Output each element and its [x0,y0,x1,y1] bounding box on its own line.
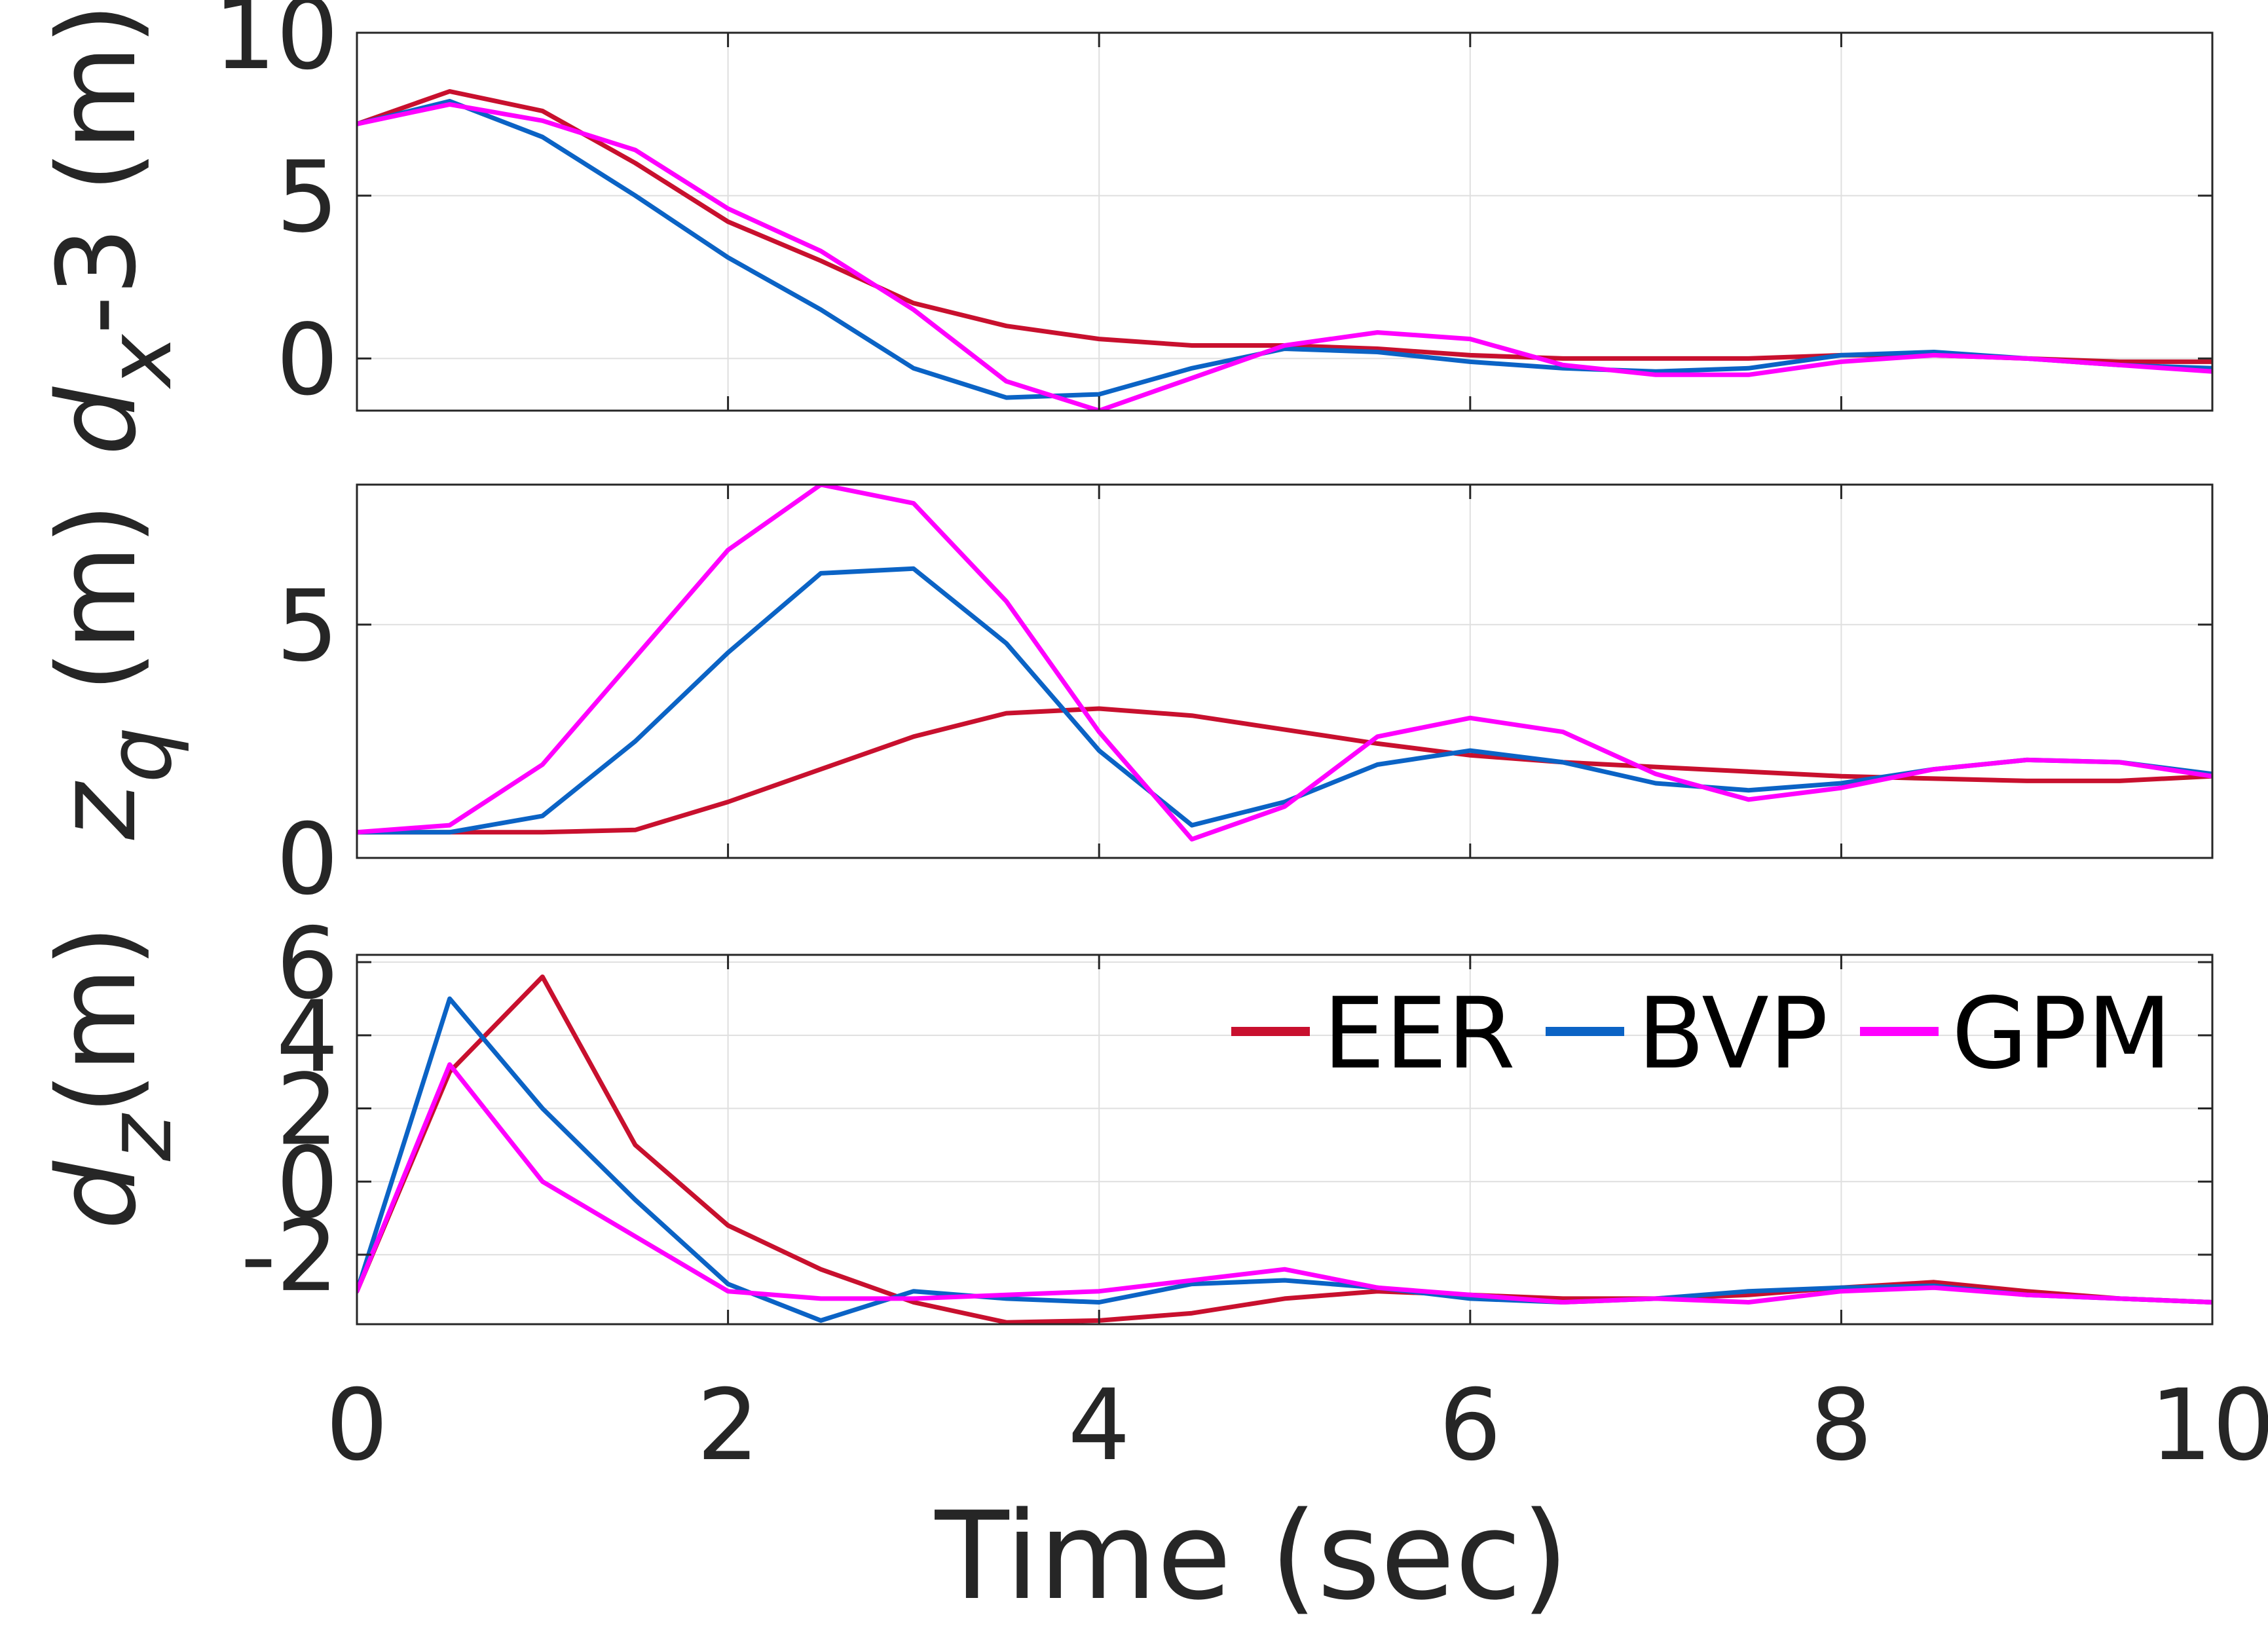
y-tick-label: 0 [276,803,339,917]
y-tick-label: 2 [276,1054,339,1168]
x-tick-label: 10 [2150,1369,2268,1483]
x-axis: 0 2 4 6 8 10 [325,1369,2268,1483]
series-line-bvp [357,996,2212,1323]
series-line-eer [357,974,2212,1324]
subplot-2: 0 5 zq (m) [34,483,2214,917]
y-axis-label: dz(m) [34,925,191,1229]
y-tick-label: -2 [240,1200,339,1314]
series-line-eer [357,706,2212,835]
series-line-gpm [357,485,2212,842]
series-line-bvp [357,99,2212,400]
axes-box [356,31,2214,412]
legend-label-gpm: GPM [1952,977,2172,1091]
legend-label-eer: EER [1323,977,1515,1091]
y-tick-label: 0 [276,1126,339,1240]
y-tick-label: 5 [276,141,339,255]
y-tick-label: 10 [214,0,339,92]
y-tick-label: 5 [276,570,339,684]
series-line-gpm [357,102,2212,411]
y-tick-label: 6 [276,907,339,1021]
x-tick-label: 8 [1810,1369,1872,1483]
series-group [357,974,2212,1324]
legend: EER BVP GPM [1231,977,2172,1091]
y-tick-label: 4 [276,980,339,1094]
x-tick-label: 6 [1439,1369,1501,1483]
y-tick-label: 0 [276,303,339,417]
x-tick-label: 0 [325,1369,388,1483]
y-axis-label: dx-3 (m) [34,3,191,455]
x-axis-label: Time (sec) [935,1485,1569,1627]
series-group [357,89,2212,411]
x-tick-label: 4 [1068,1369,1130,1483]
series-line-gpm [357,1062,2212,1305]
x-tick-label: 2 [697,1369,759,1483]
series-group [357,485,2212,842]
legend-label-bvp: BVP [1637,977,1828,1091]
axes-box [356,483,2214,859]
axes-box [356,954,2214,1326]
y-axis-label: zq (m) [34,503,191,840]
